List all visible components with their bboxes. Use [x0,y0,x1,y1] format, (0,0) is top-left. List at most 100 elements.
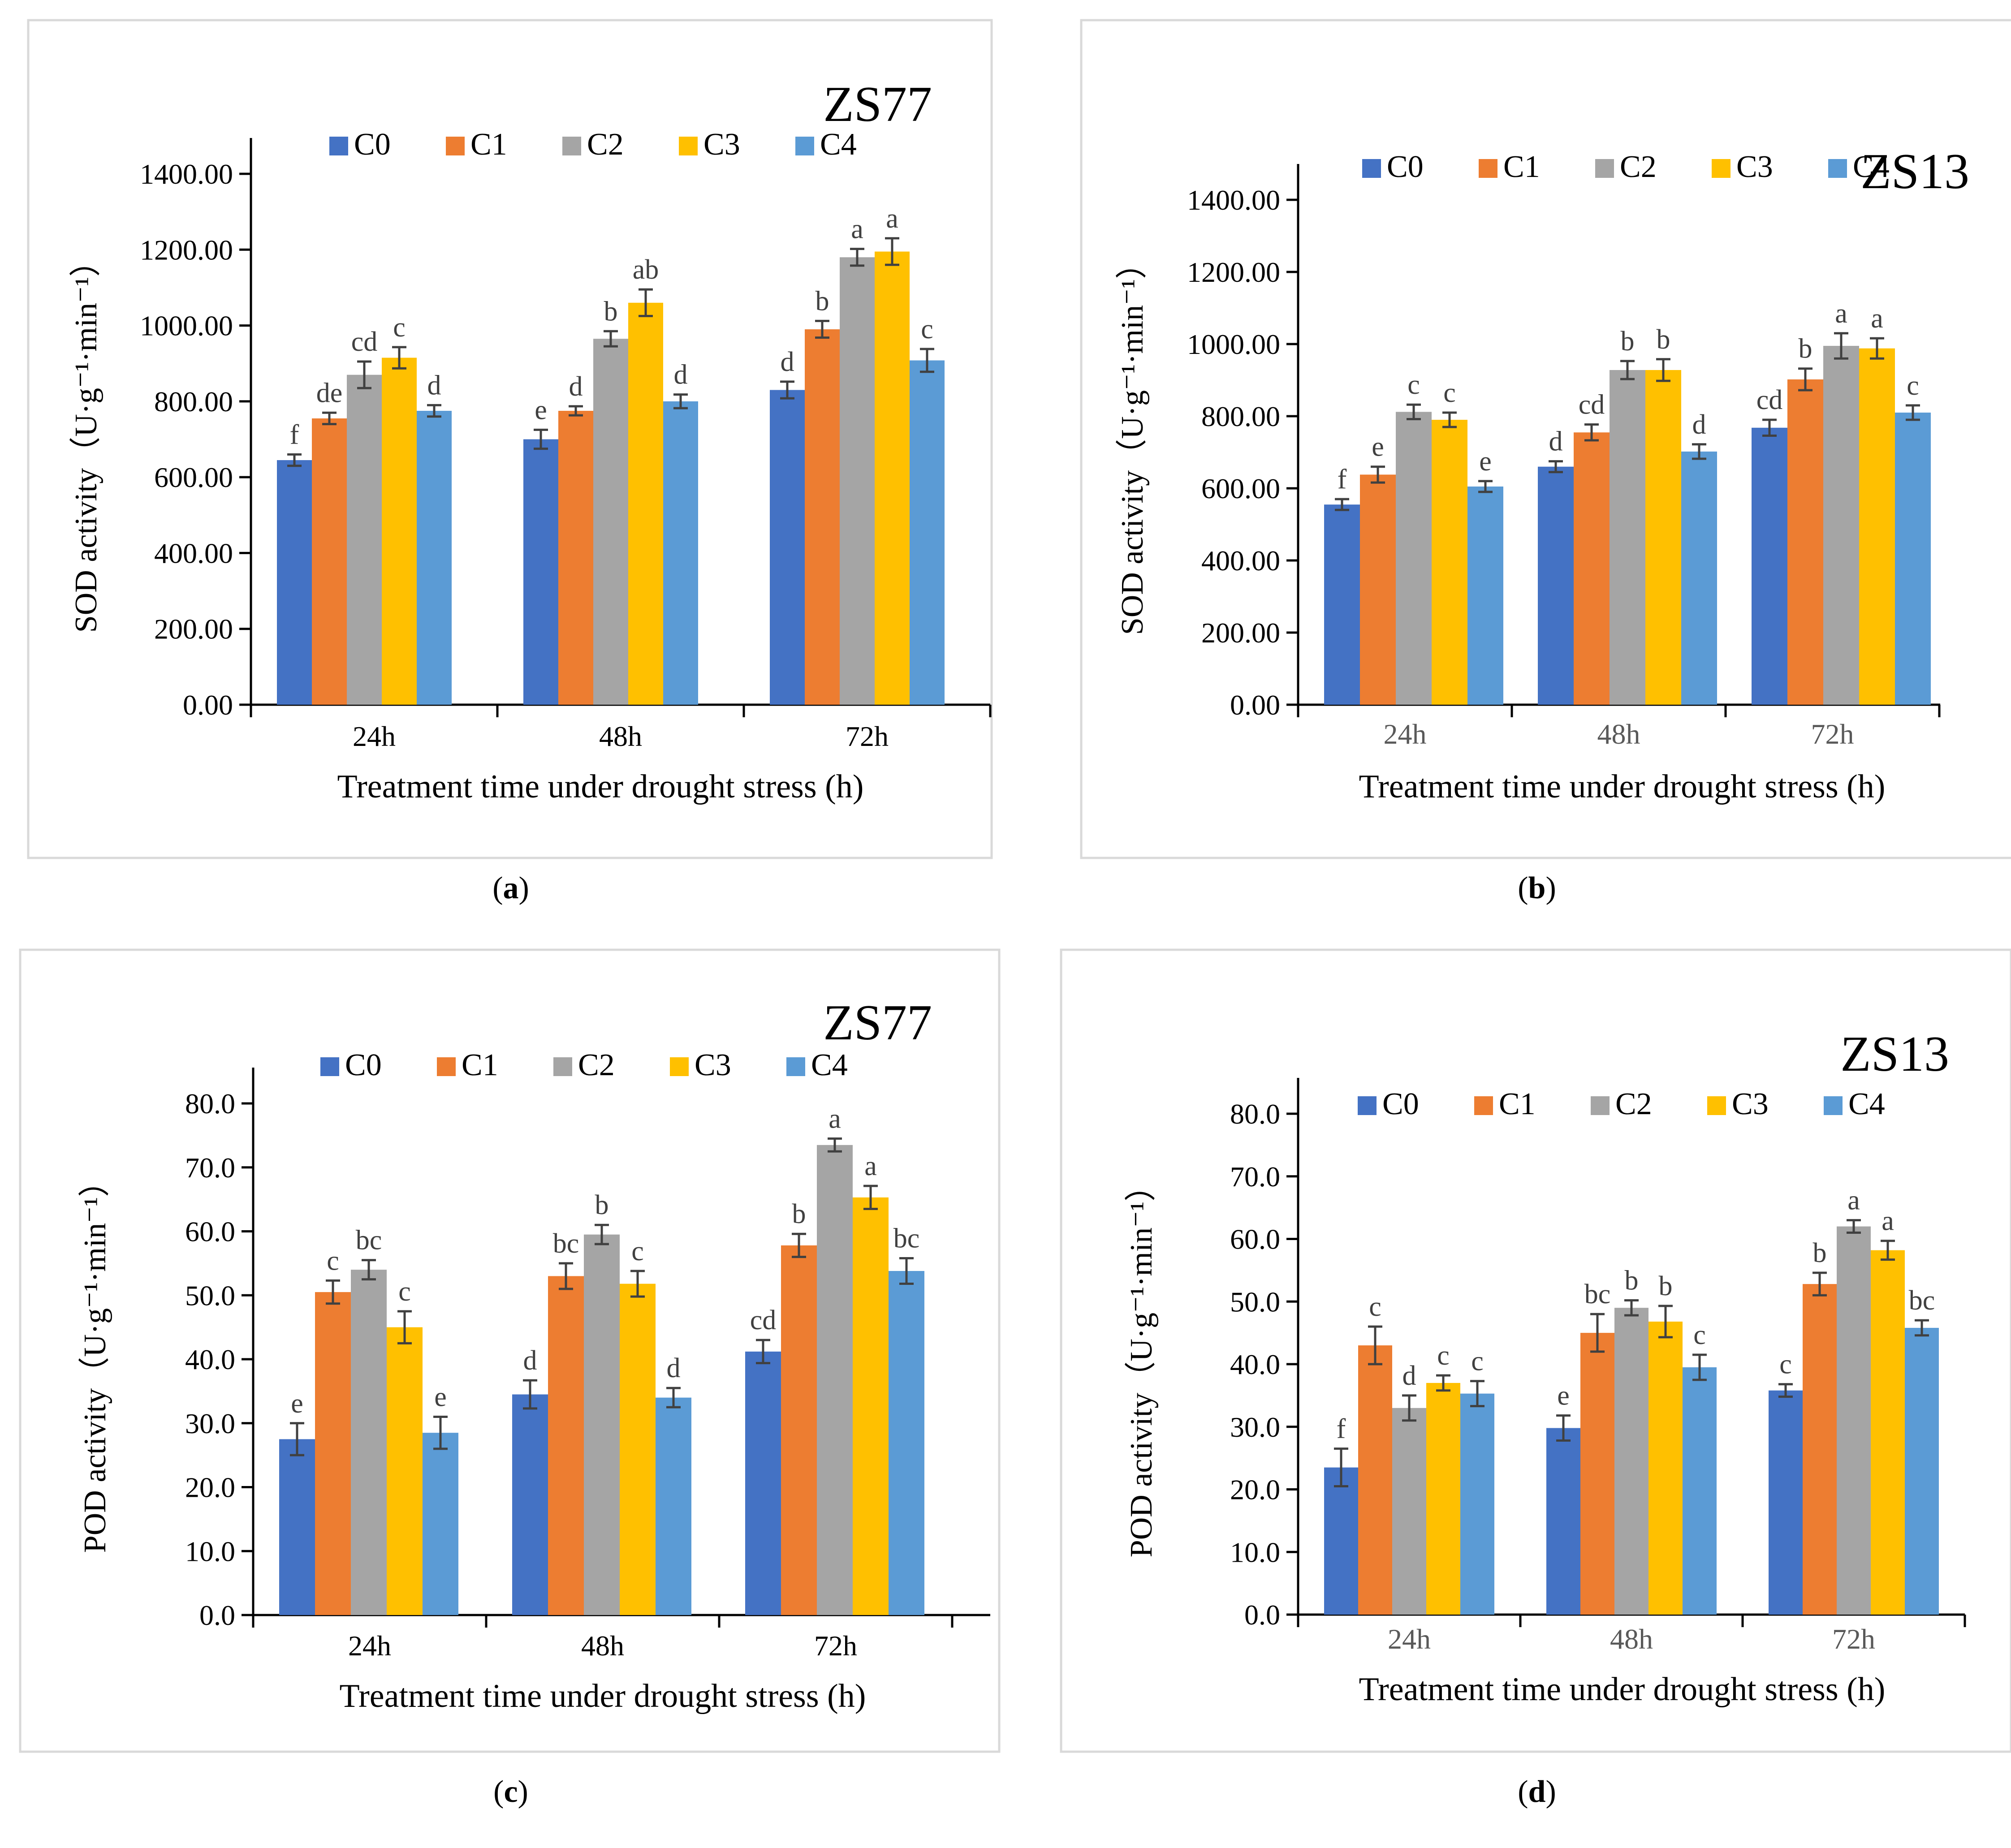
legend-label-C2: C2 [587,127,624,162]
bar-C4-48h [663,401,698,705]
bar-C4-72h [889,1271,924,1615]
significance-label: d [674,360,688,390]
significance-label: b [604,296,618,327]
bar-C0-72h [770,390,805,705]
bar-C4-72h [1905,1327,1939,1615]
significance-label: a [1871,303,1883,334]
chart-title: ZS13 [1840,1026,1949,1082]
bar-C2-24h [347,375,382,705]
significance-label: c [1471,1346,1484,1377]
bar-C2-48h [1614,1308,1649,1615]
chart-panel-a: 0.00 200.00 400.00 600.00 800.00 1000.00 1200.… [27,19,993,905]
bar-C0-48h [1546,1428,1580,1615]
significance-label: cd [351,327,378,357]
bar-C1-48h [1574,432,1610,705]
bar-C4-24h [417,411,452,705]
significance-label: b [816,286,829,316]
caption-letter: d [1528,1775,1546,1809]
significance-label: e [535,395,547,425]
chart-title: ZS77 [823,77,932,132]
significance-label: c [1369,1292,1381,1322]
significance-label: c [1693,1320,1706,1350]
bar-C1-24h [1360,474,1396,705]
x-tick-label: 48h [1610,1623,1653,1655]
significance-label: c [1779,1349,1792,1380]
bar-C0-24h [1324,504,1360,705]
bar-C0-24h [1324,1467,1358,1615]
legend-swatch-C3 [679,137,698,155]
significance-label: a [864,1151,877,1181]
y-tick-label: 10.0 [185,1535,235,1567]
legend-label-C1: C1 [1499,1087,1536,1121]
bar-C3-24h [1426,1383,1460,1615]
significance-label: cd [1756,385,1783,415]
bar-C2-48h [584,1234,620,1615]
legend-label-C4: C4 [820,127,857,162]
bar-C2-48h [593,339,628,705]
legend: C0 C1 C2 C3 C4 [1362,150,1890,184]
bar-C0-48h [1538,466,1574,705]
y-tick-label: 400.00 [1201,545,1280,577]
x-tick-label: 48h [581,1630,624,1662]
legend-swatch-C3 [1712,159,1730,178]
y-tick-label: 400.00 [154,537,233,569]
legend-label-C0: C0 [1382,1087,1419,1121]
y-tick-label: 80.0 [1230,1098,1280,1130]
bar-C4-24h [1460,1393,1494,1615]
significance-label: d [1692,409,1706,440]
legend: C0 C1 C2 C3 C4 [1358,1087,1885,1121]
chart-title: ZS13 [1860,144,1969,199]
legend-swatch-C0 [1358,1096,1377,1115]
x-tick-label: 48h [599,720,642,752]
y-tick-label: 80.0 [185,1088,235,1120]
y-tick-label: 40.0 [1230,1348,1280,1380]
y-tick-label: 20.0 [1230,1474,1280,1506]
caption-close: ) [1545,1775,1556,1809]
significance-label: c [1437,1340,1450,1371]
significance-label: b [1621,326,1635,357]
bar-C0-24h [279,1439,315,1615]
bar-C0-48h [512,1394,548,1615]
significance-label: c [1407,370,1420,400]
significance-label: d [569,371,583,402]
legend-swatch-C4 [786,1057,805,1076]
significance-label: b [1657,324,1670,355]
significance-label: d [1549,426,1563,457]
significance-label: c [327,1245,339,1276]
significance-label: f [1337,1414,1346,1444]
significance-label: ab [633,254,659,285]
bar-C1-24h [1358,1345,1392,1615]
legend-swatch-C0 [1362,159,1381,178]
legend-label-C0: C0 [1387,150,1424,184]
bar-C3-72h [853,1197,889,1615]
legend-label-C4: C4 [811,1048,848,1082]
significance-label: d [667,1353,681,1383]
bar-C3-24h [382,358,417,705]
legend-swatch-C4 [1824,1096,1843,1115]
bar-C2-72h [840,257,875,705]
chart-panel-d: 0.0 10.0 20.0 30.0 40.0 50.0 60.0 70.0 80.0 24h 48… [1060,948,2011,1809]
bar-C1-72h [781,1245,817,1615]
x-tick-label: 72h [846,720,889,752]
bar-C1-48h [548,1276,584,1615]
x-tick-label: 24h [353,720,396,752]
legend-label-C2: C2 [578,1048,615,1082]
significance-label: d [523,1345,537,1376]
legend-label-C0: C0 [354,127,391,162]
y-tick-label: 1400.00 [1187,184,1280,216]
y-tick-label: 70.0 [1230,1161,1280,1193]
significance-label: c [398,1276,411,1307]
x-axis-label: Treatment time under drought stress (h) [340,1678,866,1714]
y-tick-label: 1400.00 [140,158,233,190]
legend-swatch-C4 [795,137,814,155]
y-tick-label: 800.00 [1201,401,1280,432]
bar-C3-72h [1871,1250,1905,1615]
y-tick-label: 20.0 [185,1472,235,1503]
bar-C4-48h [1681,451,1717,705]
y-tick-label: 30.0 [185,1408,235,1439]
bar-C0-72h [1752,427,1787,705]
y-tick-label: 600.00 [1201,473,1280,504]
panel-caption: (a) [492,871,529,905]
y-tick-label: 50.0 [185,1279,235,1311]
legend-swatch-C3 [1707,1096,1726,1115]
